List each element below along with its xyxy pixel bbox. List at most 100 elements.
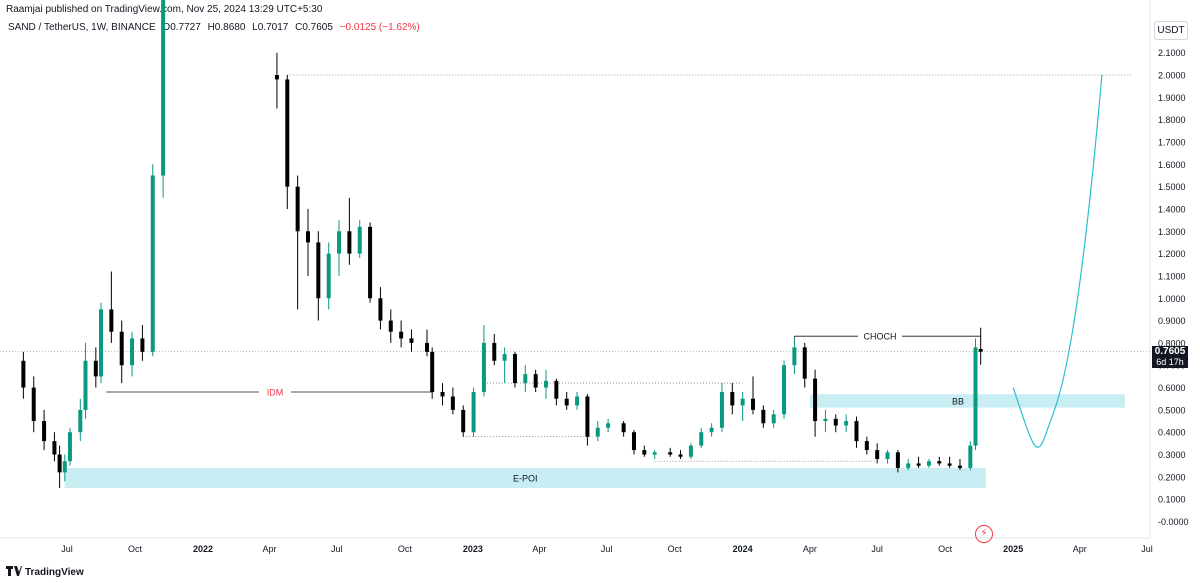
candle-body — [699, 432, 704, 446]
price-tick-label: 1.8000 — [1158, 115, 1186, 125]
candle-body — [523, 374, 528, 384]
candle-body — [564, 398, 569, 406]
candle-body — [347, 231, 352, 254]
candle-body — [378, 298, 383, 321]
candle-body — [150, 175, 155, 352]
time-tick-label: Jul — [601, 544, 613, 554]
change-value: −0.0125 (−1.62%) — [339, 22, 420, 33]
high-value: H0.8680 — [207, 22, 246, 33]
price-tick-label: 1.5000 — [1158, 182, 1186, 192]
time-tick-label: 2022 — [193, 544, 213, 554]
candle-body — [906, 463, 911, 468]
time-tick-label: Oct — [668, 544, 683, 554]
zone-e-poi — [64, 467, 986, 489]
last-price-tag: 0.7605 6d 17h — [1152, 346, 1188, 368]
price-tick-label: 0.6000 — [1158, 383, 1186, 393]
brand-label: TradingView — [25, 567, 84, 578]
time-tick-label: Jul — [1141, 544, 1153, 554]
price-tick-label: 1.2000 — [1158, 249, 1186, 259]
candle-body — [709, 427, 714, 433]
levels-layer — [0, 74, 1150, 462]
price-axis: -0.0000 0.1000 0.2000 0.3000 0.4000 0.5000 0.6… — [1149, 0, 1189, 538]
price-tick-label: 0.3000 — [1158, 450, 1186, 460]
time-tick-label: Jul — [871, 544, 883, 554]
time-tick-label: Apr — [803, 544, 817, 554]
candle-body — [771, 414, 776, 424]
candle-body — [642, 450, 647, 455]
candle-body — [492, 342, 497, 361]
candle-body — [357, 226, 362, 254]
candle-body — [388, 320, 393, 332]
currency-selector[interactable]: USDT — [1154, 21, 1188, 40]
candle-body — [782, 365, 787, 415]
candle-body — [575, 396, 580, 406]
candle-body — [750, 398, 755, 410]
price-tick-label: 2.1000 — [1158, 48, 1186, 58]
candle-body — [957, 465, 962, 468]
candle-body — [471, 392, 476, 433]
price-tick-label: 0.8000 — [1158, 338, 1186, 348]
close-value: C0.7605 — [295, 22, 333, 33]
candle-body — [21, 360, 26, 388]
bar-countdown: 6d 17h — [1156, 357, 1184, 367]
candle-body — [606, 423, 611, 428]
candle-body — [885, 452, 890, 459]
zone-bb — [809, 394, 1125, 408]
price-tick-label: 2.0000 — [1158, 71, 1186, 81]
candle-body — [719, 392, 724, 428]
candle-body — [450, 396, 455, 410]
candle-body — [813, 378, 818, 422]
candle-body — [368, 226, 373, 299]
candle-body — [337, 231, 342, 254]
symbol-name[interactable]: SAND / TetherUS, 1W, BINANCE — [8, 22, 156, 33]
candle-body — [295, 186, 300, 232]
candle-body — [93, 360, 98, 377]
candle-body — [652, 452, 657, 455]
candle-body — [274, 75, 279, 80]
candle-body — [130, 338, 135, 366]
candle-body — [109, 309, 114, 332]
symbol-legend: SAND / TetherUS, 1W, BINANCE O0.7727 H0.… — [8, 22, 424, 33]
candle-body — [947, 463, 952, 466]
candle-body — [57, 454, 62, 473]
candle-body — [52, 441, 57, 455]
time-tick-label: Jul — [331, 544, 343, 554]
candle-body — [399, 331, 404, 339]
price-tick-label: 1.9000 — [1158, 93, 1186, 103]
candle-body — [78, 409, 83, 433]
candle-body — [926, 461, 931, 466]
candle-body — [678, 454, 683, 457]
candle-body — [968, 445, 973, 468]
annotation-labels: IDM CHOCH BB E-POI — [267, 332, 964, 484]
candle-body — [140, 338, 145, 352]
time-tick-label: 2023 — [463, 544, 483, 554]
price-tick-label: 0.4000 — [1158, 428, 1186, 438]
time-tick-label: Apr — [263, 544, 277, 554]
tradingview-logo[interactable]: TradingView — [6, 566, 84, 578]
candle-body — [285, 79, 290, 187]
candles-layer — [21, 0, 983, 489]
candle-body — [864, 441, 869, 451]
last-price-value: 0.7605 — [1154, 346, 1186, 357]
candle-body — [740, 398, 745, 406]
price-tick-label: 0.2000 — [1158, 472, 1186, 482]
lightning-icon[interactable]: ⚡ — [975, 525, 993, 543]
candle-body — [916, 463, 921, 466]
candle-body — [305, 231, 310, 243]
candle-body — [430, 351, 435, 393]
time-tick-label: Oct — [398, 544, 413, 554]
price-tick-label: -0.0000 — [1158, 517, 1189, 527]
time-axis: Jul Oct 2022 Apr Jul Oct 2023 Apr Jul Oct 2024 Apr J… — [0, 537, 1153, 554]
candle-body — [973, 347, 978, 446]
candle-body — [502, 354, 507, 361]
candle-body — [119, 331, 124, 366]
candle-body — [937, 461, 942, 464]
candle-body — [461, 409, 466, 433]
time-tick-label: Apr — [1073, 544, 1087, 554]
candle-body — [409, 338, 414, 343]
level-label: CHOCH — [864, 332, 897, 342]
time-tick-label: Oct — [938, 544, 953, 554]
candle-body — [978, 348, 983, 352]
time-tick-label: Oct — [128, 544, 143, 554]
